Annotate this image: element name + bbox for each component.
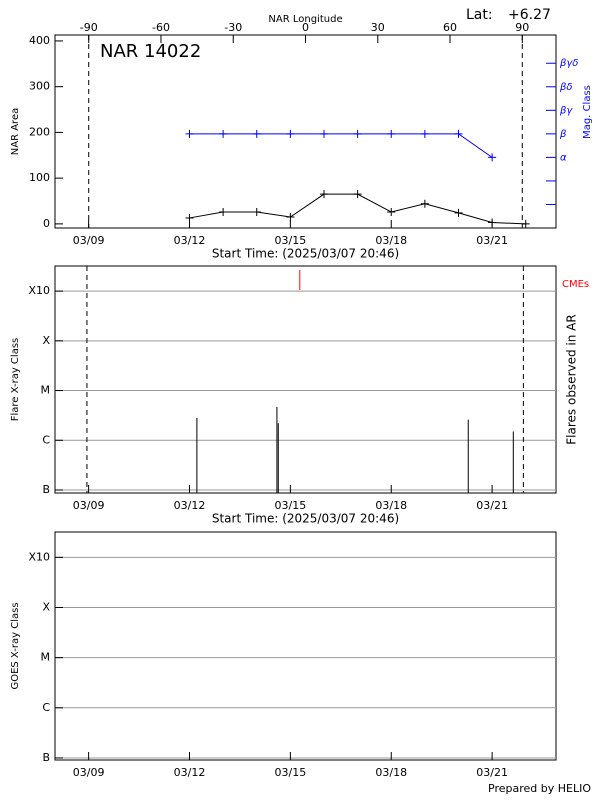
point-marker (521, 219, 530, 228)
y-tick-label: X10 (28, 284, 50, 297)
y-tick-label: B (42, 483, 50, 496)
y-tick-label: C (42, 701, 50, 714)
plot-frame (54, 265, 557, 494)
y-tick-label: 200 (29, 125, 50, 138)
y-tick-label: 400 (29, 34, 50, 47)
x-tick-label: 03/18 (375, 499, 407, 512)
x-tick-label: 03/21 (476, 766, 508, 779)
point-marker (420, 129, 429, 138)
y-tick-label: M (41, 384, 51, 397)
point-marker (454, 129, 463, 138)
y-tick-label: X10 (28, 550, 50, 563)
y2-axis-label: Mag. Class (582, 85, 593, 139)
y-tick-label: X (42, 334, 50, 347)
point-marker (353, 190, 362, 199)
point-marker (286, 129, 295, 138)
x2-tick-label: 30 (371, 21, 385, 34)
lat-label: Lat: (466, 7, 493, 23)
point-marker (420, 199, 429, 208)
series-line (189, 193, 526, 225)
x-axis-label: Start Time: (2025/03/07 20:46) (212, 512, 399, 526)
plot-frame (54, 531, 557, 761)
x2-tick-label: -90 (80, 21, 98, 34)
x-tick-label: 03/18 (375, 234, 407, 247)
y2-tick-label: βδ (559, 82, 573, 93)
x2-axis-label: NAR Longitude (268, 14, 342, 25)
y-tick-label: B (42, 751, 50, 764)
point-marker (353, 129, 362, 138)
y-axis-label: Flare X-ray Class (10, 338, 21, 422)
x-tick-label: 03/21 (476, 499, 508, 512)
x2-tick-label: -30 (224, 21, 242, 34)
point-marker (488, 153, 497, 162)
y-tick-label: 0 (43, 217, 50, 230)
plot-frame (54, 34, 557, 229)
footer: Prepared by HELIO (488, 782, 591, 795)
x-tick-label: 03/12 (174, 234, 206, 247)
x2-tick-label: 60 (443, 21, 457, 34)
chart-title: NAR 14022 (100, 41, 201, 62)
y-tick-label: M (41, 651, 51, 664)
y-axis-label: GOES X-ray Class (10, 602, 21, 689)
x2-tick-label: 90 (515, 21, 529, 34)
point-marker (252, 207, 261, 216)
x-axis-label: Start Time: (2025/03/07 20:46) (212, 247, 399, 261)
point-marker (454, 208, 463, 217)
x-tick-label: 03/12 (174, 499, 206, 512)
y-tick-label: 300 (29, 80, 50, 93)
point-marker (219, 207, 228, 216)
y-tick-label: C (42, 433, 50, 446)
y2-tick-label: α (560, 152, 567, 163)
x2-tick-label: 0 (302, 21, 309, 34)
y-axis-label: NAR Area (10, 108, 21, 155)
point-marker (252, 129, 261, 138)
x-tick-label: 03/09 (73, 499, 105, 512)
lat-value: +6.27 (508, 7, 551, 23)
y2-tick-label: β (559, 129, 567, 140)
y-tick-label: 100 (29, 171, 50, 184)
point-marker (286, 213, 295, 222)
point-marker (185, 129, 194, 138)
point-marker (319, 190, 328, 199)
cme-legend: CMEs (562, 279, 589, 290)
x-tick-label: 03/12 (174, 766, 206, 779)
x2-tick-label: -60 (152, 21, 170, 34)
point-marker (185, 213, 194, 222)
x-tick-label: 03/15 (275, 234, 307, 247)
point-marker (488, 218, 497, 227)
y2-tick-label: βγδ (559, 58, 578, 69)
x-tick-label: 03/09 (73, 766, 105, 779)
point-marker (387, 207, 396, 216)
x-tick-label: 03/21 (476, 234, 508, 247)
x-tick-label: 03/18 (375, 766, 407, 779)
point-marker (387, 129, 396, 138)
point-marker (219, 129, 228, 138)
y2-tick-label: βγ (559, 105, 573, 116)
series-line (189, 133, 493, 158)
x-tick-label: 03/15 (275, 499, 307, 512)
point-marker (319, 129, 328, 138)
y-tick-label: X (42, 600, 50, 613)
x-tick-label: 03/09 (73, 234, 105, 247)
y2-axis-label: Flares observed in AR (565, 314, 579, 444)
x-tick-label: 03/15 (275, 766, 307, 779)
